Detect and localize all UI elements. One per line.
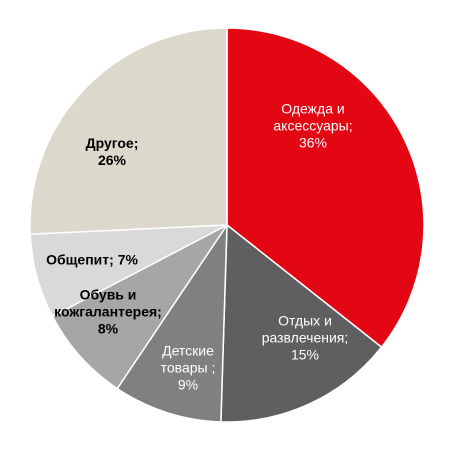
value-label: 8% xyxy=(97,320,119,337)
category-label: Другое; xyxy=(85,135,139,151)
data-label: Одежда и аксессуары; 36% xyxy=(256,101,371,152)
category-label: Общепит; xyxy=(46,251,114,268)
pie-slice xyxy=(226,27,425,349)
value-label: 36% xyxy=(298,134,328,151)
data-label: Детские товары ; 9% xyxy=(152,343,224,394)
data-label: Отдых и развлечения; 15% xyxy=(249,313,361,364)
data-label: Другое; 26% xyxy=(67,135,157,169)
category-label: Обувь и кожгалантерея; xyxy=(54,286,162,320)
data-label: Обувь и кожгалантерея; 8% xyxy=(43,287,173,338)
value-label: 26% xyxy=(97,152,127,168)
pie-slice xyxy=(51,224,228,390)
category-label: Одежда и аксессуары; xyxy=(273,100,353,134)
category-label: Отдых и развлечения; xyxy=(261,312,349,346)
pie-slice xyxy=(116,222,228,423)
pie-slice xyxy=(29,27,228,235)
value-label: 7% xyxy=(117,251,138,268)
value-label: 9% xyxy=(177,376,199,393)
category-label: Детские товары ; xyxy=(160,342,216,376)
data-label: Общепит; 7% xyxy=(32,252,152,269)
value-label: 15% xyxy=(290,346,320,363)
pie-slice xyxy=(220,223,383,423)
